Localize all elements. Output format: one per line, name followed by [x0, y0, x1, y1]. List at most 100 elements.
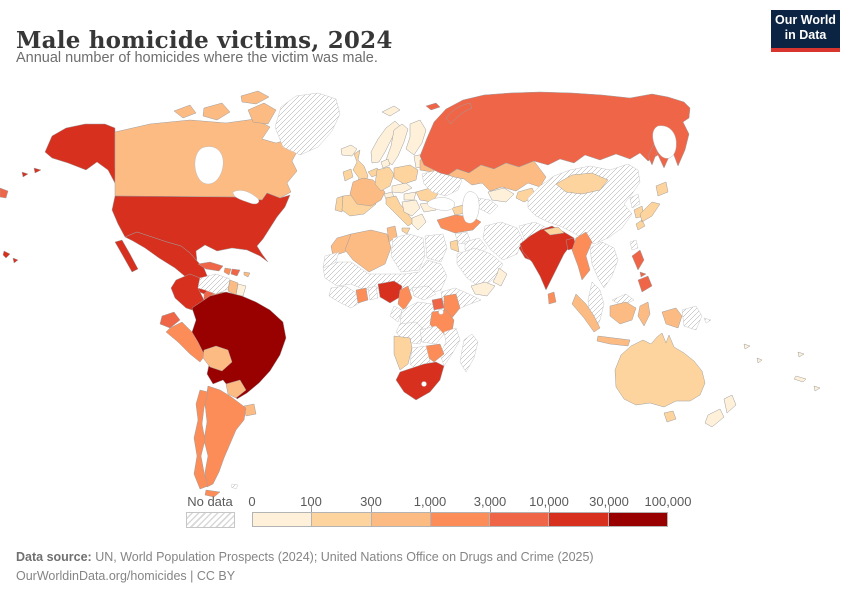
country-myanmar[interactable]: [571, 231, 593, 281]
country-puerto-rico[interactable]: [243, 271, 251, 278]
country-tunisia[interactable]: [386, 225, 398, 243]
country-hawaii[interactable]: [2, 250, 19, 264]
country-ghana[interactable]: [355, 287, 369, 304]
legend-segment[interactable]: [312, 513, 372, 526]
country-togo-benin[interactable]: [367, 285, 379, 301]
country-alaska[interactable]: [44, 123, 125, 188]
country-finland[interactable]: [405, 119, 427, 156]
legend-tick: [609, 506, 610, 512]
country-philippines[interactable]: [631, 249, 653, 293]
country-namibia[interactable]: [393, 335, 413, 371]
country-madagascar[interactable]: [459, 333, 479, 373]
country-greenland[interactable]: [274, 92, 341, 156]
region-west-africa[interactable]: [328, 285, 362, 309]
country-svalbard[interactable]: [381, 105, 401, 117]
country-south-africa[interactable]: [395, 361, 445, 401]
cc-by-link[interactable]: CC BY: [196, 569, 236, 583]
data-source-text: UN, World Population Prospects (2024); U…: [91, 550, 594, 564]
country-greece[interactable]: [411, 213, 427, 231]
legend-segment[interactable]: [430, 513, 491, 526]
legend-segment[interactable]: [608, 513, 667, 526]
country-russia-franz-josef[interactable]: [425, 102, 441, 111]
country-yemen[interactable]: [470, 281, 496, 297]
country-germany[interactable]: [374, 166, 395, 192]
country-mongolia[interactable]: [555, 172, 609, 195]
country-libya[interactable]: [390, 233, 426, 273]
legend-segment[interactable]: [253, 513, 313, 526]
country-ecuador[interactable]: [159, 311, 181, 329]
legend-segment[interactable]: [549, 513, 609, 526]
country-mozambique[interactable]: [439, 327, 461, 367]
country-iceland[interactable]: [340, 144, 358, 157]
country-portugal[interactable]: [334, 195, 344, 213]
owid-logo[interactable]: Our World in Data: [771, 10, 840, 52]
caspian-sea: [462, 191, 480, 224]
country-venezuela[interactable]: [197, 273, 231, 295]
region-pacific-islands[interactable]: [743, 343, 821, 392]
footer: Data source: UN, World Population Prospe…: [16, 548, 594, 586]
chart-subtitle: Annual number of homicides where the vic…: [16, 50, 378, 66]
country-mexico-baja[interactable]: [114, 239, 139, 273]
legend-tick: [430, 506, 431, 512]
country-cameroon[interactable]: [397, 285, 413, 311]
country-israel-jordan[interactable]: [449, 239, 460, 253]
country-australia[interactable]: [614, 332, 706, 408]
country-sri-lanka[interactable]: [547, 291, 557, 305]
country-sicily[interactable]: [401, 227, 411, 235]
great-lakes: [232, 190, 260, 205]
legend-segment[interactable]: [371, 513, 431, 526]
country-new-zealand[interactable]: [704, 394, 737, 428]
country-russia-novaya-zemlya[interactable]: [445, 102, 473, 125]
country-aleutians[interactable]: [21, 167, 42, 178]
country-papua-new-guinea[interactable]: [681, 305, 712, 331]
owid-url-link[interactable]: OurWorldinData.org/homicides: [16, 569, 187, 583]
country-oman[interactable]: [492, 267, 508, 287]
country-kazakhstan[interactable]: [447, 160, 547, 192]
country-algeria[interactable]: [344, 229, 392, 273]
country-kenya[interactable]: [443, 293, 461, 319]
country-balkans[interactable]: [401, 199, 421, 217]
country-austria-czech[interactable]: [391, 182, 413, 194]
country-usa[interactable]: [111, 192, 291, 263]
country-suriname[interactable]: [235, 283, 247, 297]
country-russia-chukotka-wrap[interactable]: [0, 187, 9, 199]
country-brazil[interactable]: [191, 291, 287, 400]
country-japan[interactable]: [635, 181, 669, 231]
country-denmark[interactable]: [380, 158, 391, 169]
country-poland[interactable]: [393, 164, 419, 185]
country-north-korea[interactable]: [629, 193, 641, 209]
country-tierra-del-fuego[interactable]: [204, 489, 221, 498]
country-nepal[interactable]: [543, 226, 565, 236]
country-dominican-republic[interactable]: [230, 268, 241, 277]
country-argentina[interactable]: [203, 385, 247, 488]
country-chile[interactable]: [193, 389, 209, 490]
legend-no-data-swatch[interactable]: [186, 512, 235, 528]
country-uzbekistan[interactable]: [487, 187, 515, 203]
region-sahel[interactable]: [322, 259, 448, 295]
country-uganda[interactable]: [431, 297, 445, 311]
country-ireland[interactable]: [342, 168, 354, 182]
country-gabon-congo[interactable]: [389, 305, 403, 323]
country-canada-arctic-islands[interactable]: [173, 90, 277, 125]
lake-victoria: [438, 309, 444, 315]
country-egypt[interactable]: [424, 233, 448, 263]
hudson-bay: [194, 146, 224, 185]
legend-segment[interactable]: [490, 513, 550, 526]
country-iran[interactable]: [482, 221, 524, 261]
lesotho-enclave: [421, 381, 427, 387]
country-hungary[interactable]: [403, 191, 417, 201]
country-tasmania[interactable]: [663, 410, 677, 423]
country-taiwan[interactable]: [629, 239, 639, 251]
country-indochina[interactable]: [589, 241, 619, 289]
country-india[interactable]: [519, 225, 575, 291]
country-zambia[interactable]: [419, 325, 445, 345]
country-central-african-republic[interactable]: [411, 285, 437, 301]
country-bolivia[interactable]: [202, 345, 233, 372]
country-falklands[interactable]: [230, 483, 239, 490]
country-cuba[interactable]: [197, 261, 224, 272]
country-russia[interactable]: [419, 91, 691, 176]
country-paraguay[interactable]: [225, 379, 247, 399]
country-haiti[interactable]: [223, 267, 232, 276]
country-italy[interactable]: [385, 195, 415, 227]
country-sweden[interactable]: [385, 123, 409, 166]
